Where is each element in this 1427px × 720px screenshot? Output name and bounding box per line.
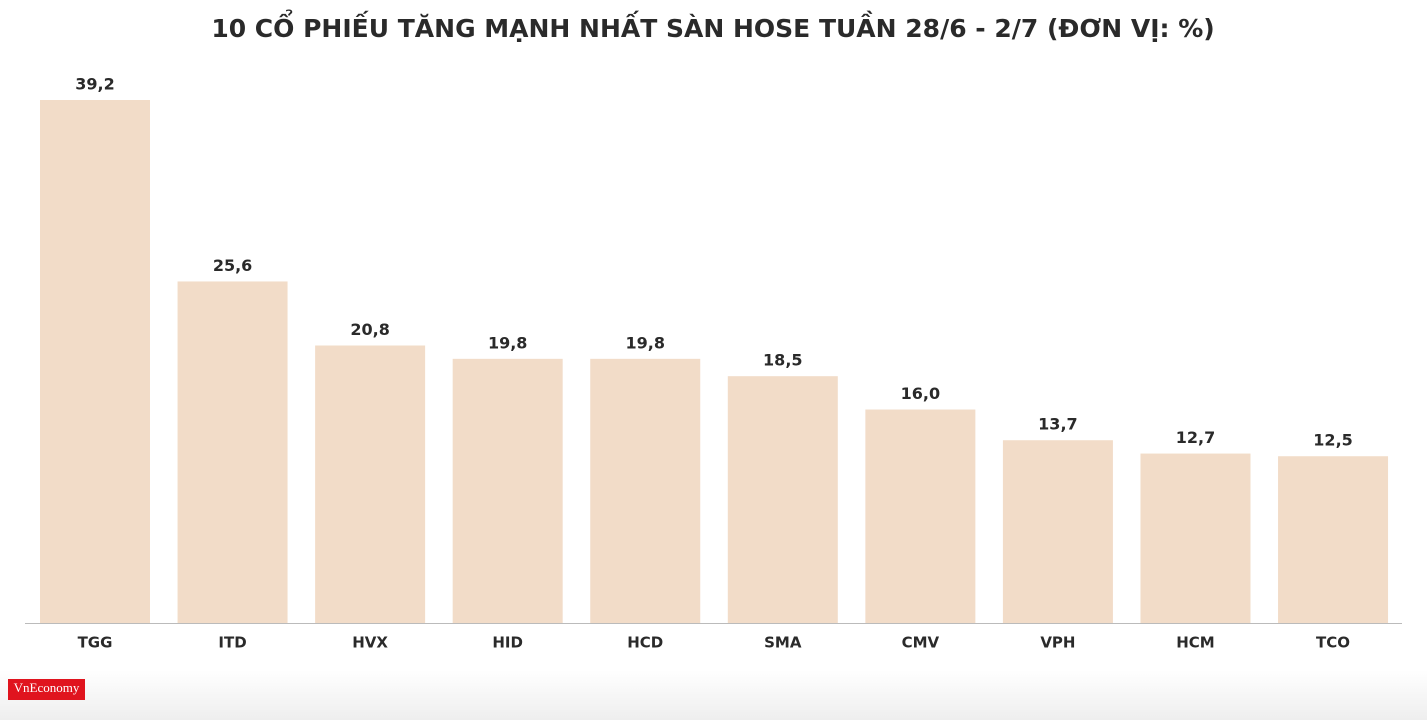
value-label: 18,5 (763, 351, 802, 370)
value-label: 19,8 (488, 333, 527, 352)
x-tick-label: SMA (764, 634, 802, 652)
value-label: 19,8 (625, 333, 664, 352)
bar (1278, 456, 1389, 623)
x-tick-label: CMV (902, 634, 940, 652)
bar (1140, 453, 1251, 623)
bar (315, 345, 426, 623)
value-label: 25,6 (213, 256, 252, 275)
bar (865, 409, 976, 623)
x-tick-label: VPH (1040, 634, 1075, 652)
bar (1002, 440, 1113, 623)
value-label: 12,7 (1176, 428, 1215, 447)
bar (40, 100, 150, 623)
value-label: 20,8 (350, 320, 389, 339)
x-tick-label: HCM (1176, 634, 1215, 652)
value-label: 12,5 (1313, 431, 1352, 450)
x-tick-label: HCD (627, 634, 663, 652)
chart-title: 10 CỔ PHIẾU TĂNG MẠNH NHẤT SÀN HOSE TUẦN… (211, 8, 1214, 43)
x-tick-label: TGG (78, 634, 113, 652)
bar (177, 281, 288, 623)
x-tick-label: ITD (218, 634, 246, 652)
bar (452, 358, 563, 623)
brand-text: VnEconomy (14, 680, 80, 695)
bar (727, 376, 838, 623)
value-label: 39,2 (75, 75, 114, 94)
footer-band (0, 670, 1427, 720)
x-tick-label: TCO (1316, 634, 1350, 652)
x-tick-label: HID (492, 634, 523, 652)
brand-logo (8, 679, 85, 700)
bar (590, 358, 701, 623)
value-label: 16,0 (901, 384, 940, 403)
x-tick-label: HVX (352, 634, 388, 652)
value-label: 13,7 (1038, 415, 1077, 434)
